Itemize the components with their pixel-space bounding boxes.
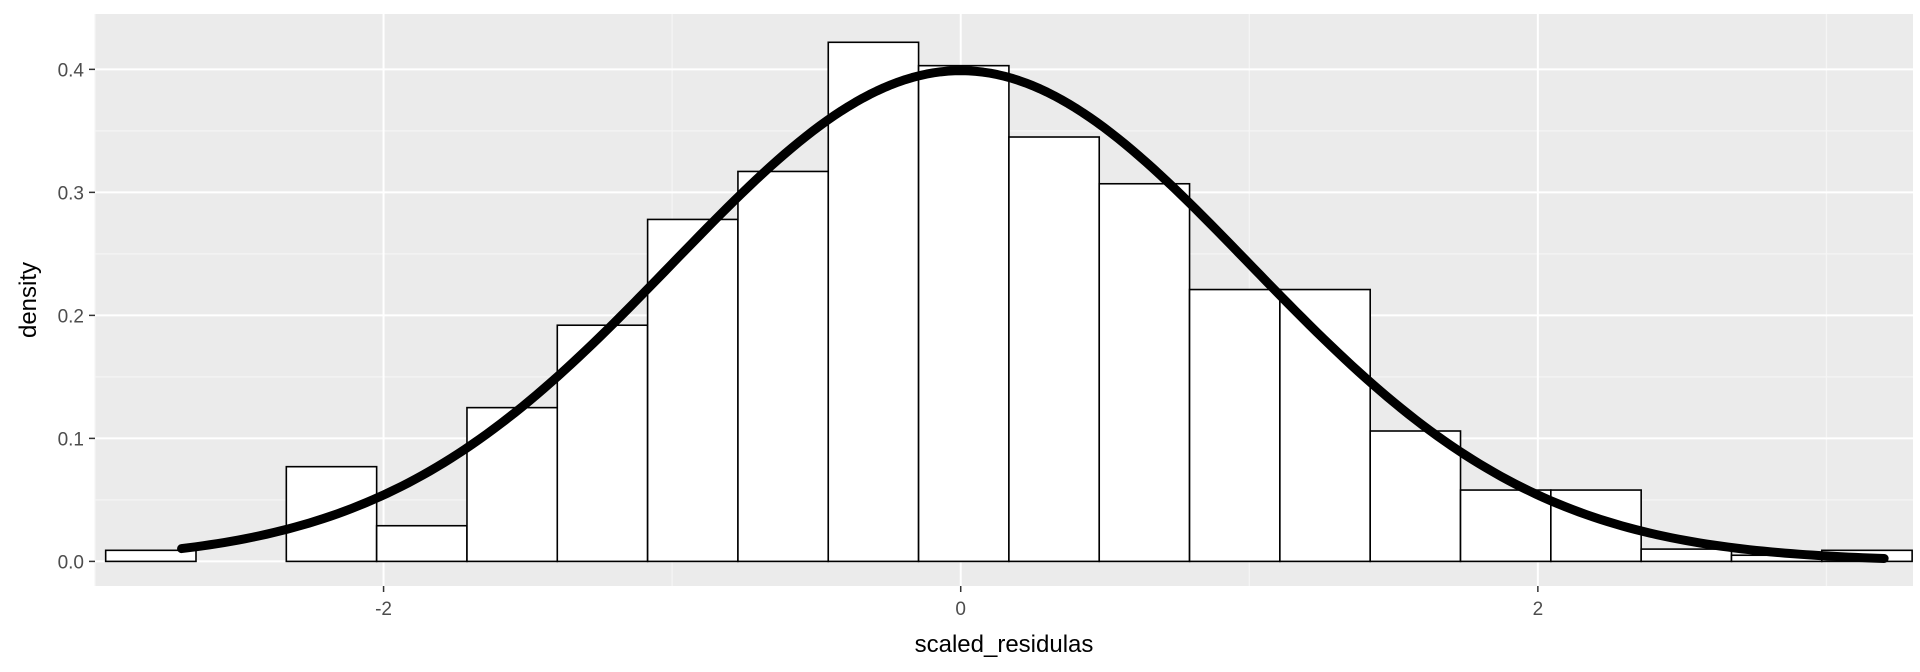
y-tick-label: 0.2 [58, 306, 84, 327]
y-tick-label: 0.1 [58, 429, 84, 450]
histogram-bars [104, 41, 1913, 563]
histogram-bar [1188, 288, 1281, 563]
histogram-bar [104, 549, 197, 563]
histogram-bar [1369, 430, 1462, 563]
y-tick-label: 0.4 [58, 60, 85, 81]
histogram-bar [1008, 136, 1101, 563]
x-tick-label: -2 [375, 599, 392, 620]
histogram-bar [917, 64, 1010, 563]
density-curve [177, 66, 1889, 563]
histogram-bar [466, 406, 559, 563]
histogram-bar [1098, 182, 1191, 563]
x-tick-label: 0 [955, 599, 966, 620]
histogram-bar [285, 465, 378, 563]
histogram-bar [1640, 548, 1733, 563]
y-axis-title: density [15, 262, 42, 338]
histogram-bar [375, 524, 468, 563]
histogram-bar [1459, 489, 1552, 563]
x-axis-ticks: -2 0 2 [375, 586, 1543, 620]
x-tick-label: 2 [1533, 599, 1544, 620]
histogram-bar [827, 41, 920, 563]
histogram-bar [737, 170, 830, 563]
x-axis-title: scaled_residulas [915, 631, 1094, 658]
y-axis-ticks: 0.0 0.1 0.2 0.3 0.4 [58, 60, 95, 573]
y-tick-label: 0.3 [58, 183, 84, 204]
histogram-bar [1279, 288, 1371, 563]
y-tick-label: 0.0 [58, 552, 84, 573]
